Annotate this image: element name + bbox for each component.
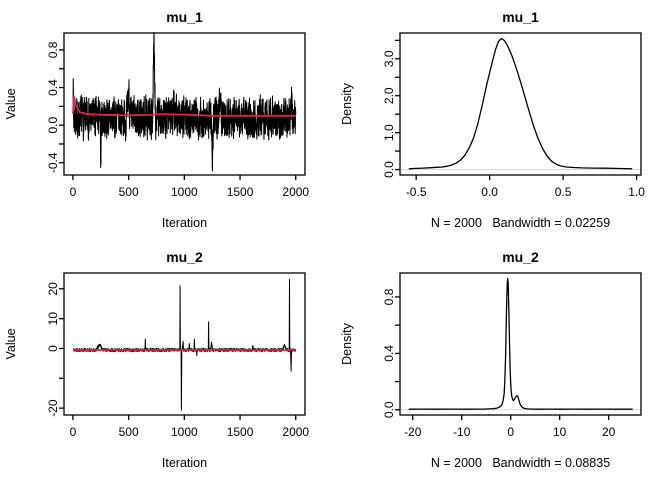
x-tick-label: 1000 (171, 425, 198, 439)
y-axis-label: Density (340, 322, 354, 364)
series-density-curve (408, 277, 633, 410)
y-tick-label: 20 (46, 282, 60, 296)
y-axis: 0.0 1.0 2.0 3.0 (382, 39, 400, 178)
x-tick-label: 0 (70, 425, 77, 439)
y-tick-label: -20 (46, 399, 60, 417)
y-tick-label: 1.0 (382, 124, 396, 141)
x-axis-label: Iteration (162, 216, 207, 230)
x-tick-label: 20 (602, 425, 616, 439)
x-tick-label: 2000 (282, 185, 309, 199)
panel-density-mu-2: -20 -10 0 10 20 0.0 0.4 0.8 mu_2 N = 2000 Bandwid… (340, 249, 642, 470)
y-tick-label: 0.0 (46, 116, 60, 133)
x-tick-label: 1500 (227, 185, 254, 199)
x-tick-label: -0.5 (406, 185, 427, 199)
x-tick-label: 1500 (227, 425, 254, 439)
x-axis-label: N = 2000 Bandwidth = 0.08835 (431, 456, 610, 470)
plot-box (399, 272, 642, 416)
panel-trace-mu-2: 0 500 1000 1500 2000 -20 0 10 20 mu_2 Iteration Val… (4, 249, 309, 470)
x-tick-label: 0 (507, 425, 514, 439)
y-axis-label: Value (4, 328, 18, 359)
y-tick-label: 0.0 (382, 161, 396, 178)
y-tick-label: -0.4 (46, 152, 60, 173)
y-axis: -0.4 0.0 0.4 0.8 (46, 41, 64, 173)
x-tick-label: 0.5 (555, 185, 572, 199)
x-tick-label: 1.0 (628, 185, 645, 199)
x-axis: -20 -10 0 10 20 (404, 415, 616, 439)
x-tick-label: 1000 (171, 185, 198, 199)
y-tick-label: 3.0 (382, 50, 396, 67)
panel-title: mu_1 (502, 9, 539, 25)
y-tick-label: 0.8 (382, 288, 396, 305)
plot-box (399, 32, 642, 176)
x-axis-label: N = 2000 Bandwidth = 0.02259 (431, 216, 610, 230)
x-tick-label: -10 (453, 425, 471, 439)
series-mcmc-trace (72, 278, 297, 411)
x-tick-label: 2000 (282, 425, 309, 439)
x-axis: 0 500 1000 1500 2000 (70, 415, 309, 439)
y-axis-label: Value (4, 88, 18, 119)
x-tick-label: 0.0 (481, 185, 498, 199)
panel-title: mu_2 (502, 249, 539, 265)
panel-density-mu-1: -0.5 0.0 0.5 1.0 0.0 1.0 2.0 3.0 mu_1 N = 2000 Ba… (340, 9, 645, 230)
y-tick-label: 0.4 (382, 345, 396, 362)
series-density-curve (408, 37, 633, 170)
y-tick-label: 10 (46, 312, 60, 326)
series-running-mean-line (72, 95, 296, 117)
y-tick-label: 0.4 (46, 79, 60, 96)
y-tick-label: 0 (46, 345, 60, 352)
x-tick-label: 500 (119, 425, 139, 439)
x-tick-label: 0 (70, 185, 77, 199)
y-tick-label: 0.0 (382, 401, 396, 418)
x-tick-label: 10 (553, 425, 567, 439)
y-axis-label: Density (340, 82, 354, 124)
x-axis-label: Iteration (162, 456, 207, 470)
series-mcmc-trace (72, 32, 297, 172)
panel-trace-mu-1: 0 500 1000 1500 2000 -0.4 0.0 0.4 0.8 mu_1 Iterati… (4, 9, 309, 230)
x-tick-label: 500 (119, 185, 139, 199)
y-tick-label: 2.0 (382, 87, 396, 104)
panel-title: mu_2 (166, 249, 203, 265)
y-axis: 0.0 0.4 0.8 (382, 288, 400, 418)
panel-title: mu_1 (166, 9, 203, 25)
x-axis: 0 500 1000 1500 2000 (70, 175, 309, 199)
x-tick-label: -20 (404, 425, 422, 439)
y-axis: -20 0 10 20 (46, 282, 64, 417)
x-axis: -0.5 0.0 0.5 1.0 (406, 175, 645, 199)
y-tick-label: 0.8 (46, 41, 60, 58)
